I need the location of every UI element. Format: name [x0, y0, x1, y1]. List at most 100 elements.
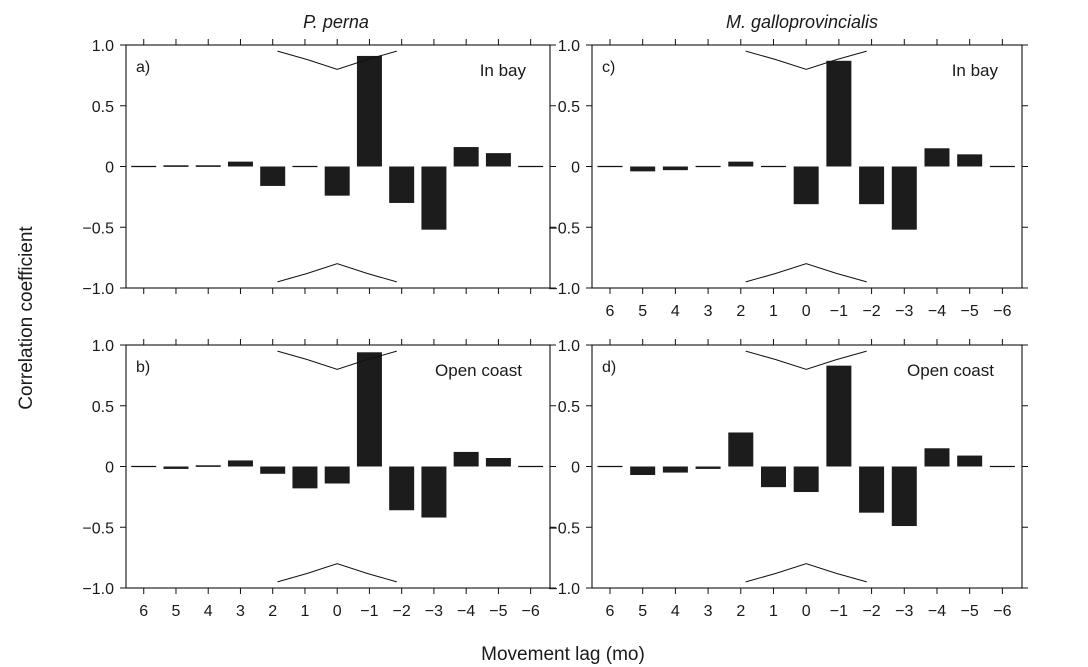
y-tick-label: −0.5: [548, 520, 580, 537]
x-tick-label: 0: [802, 603, 811, 620]
y-tick-label: −1.0: [548, 581, 580, 598]
confidence-limit-lower: [277, 263, 397, 283]
y-tick-label: 1.0: [558, 338, 580, 355]
bar: [356, 55, 382, 167]
bar: [859, 466, 885, 513]
x-tick-label: −5: [489, 603, 507, 620]
bar: [957, 154, 983, 167]
bar: [453, 147, 479, 167]
bar: [630, 166, 656, 172]
x-tick-label: −1: [360, 603, 378, 620]
bar: [389, 166, 415, 203]
x-tick-label: −6: [993, 603, 1011, 620]
bar: [630, 466, 656, 476]
y-tick-label: 0.5: [92, 399, 114, 416]
y-tick-label: −1.0: [82, 281, 114, 298]
bar: [227, 161, 253, 167]
column-title-left: P. perna: [303, 12, 369, 32]
panel-letter: b): [136, 359, 150, 376]
confidence-limit-upper: [745, 350, 867, 370]
x-tick-label: 1: [769, 303, 778, 320]
x-tick-label: −6: [522, 603, 540, 620]
y-tick-label: −0.5: [548, 220, 580, 237]
panel-letter: c): [602, 59, 615, 76]
confidence-limit-upper: [277, 50, 397, 70]
x-tick-label: 6: [139, 603, 148, 620]
bar: [957, 455, 983, 467]
bar: [924, 148, 950, 167]
x-tick-label: −1: [830, 603, 848, 620]
x-tick-label: −4: [928, 603, 946, 620]
bar: [662, 166, 688, 171]
x-tick-label: 0: [802, 303, 811, 320]
y-tick-label: 0.5: [558, 99, 580, 116]
y-tick-label: 1.0: [92, 338, 114, 355]
bar: [826, 365, 852, 467]
bar: [453, 451, 479, 467]
confidence-limit-upper: [277, 350, 397, 370]
confidence-limit-lower: [745, 563, 867, 583]
y-tick-label: 0.5: [558, 399, 580, 416]
panel-d: −1.0 −0.5 0 0.5 1.0 6 5 4 3 2 1 0 −1 −2 −3 −4 −5 −6 d) Open…: [548, 338, 1028, 620]
bar: [891, 166, 917, 230]
bar: [485, 457, 511, 467]
bar: [826, 60, 852, 167]
column-title-right: M. galloprovincialis: [726, 12, 878, 32]
x-tick-label: 6: [606, 303, 615, 320]
y-tick-label: 0: [105, 460, 114, 477]
bar: [662, 466, 688, 473]
x-tick-label: 4: [671, 303, 680, 320]
bar: [760, 466, 786, 488]
bar: [163, 466, 189, 469]
location-label: In bay: [952, 61, 999, 80]
bar: [195, 165, 221, 167]
bar: [728, 161, 754, 167]
y-tick-label: 0: [105, 160, 114, 177]
x-tick-label: −5: [961, 603, 979, 620]
x-tick-label: 1: [300, 603, 309, 620]
x-tick-label: 6: [606, 603, 615, 620]
x-tick-label: −5: [961, 303, 979, 320]
bar: [793, 466, 819, 493]
bar: [324, 166, 350, 196]
x-tick-label: −2: [862, 603, 880, 620]
y-axis-title: Correlation coefficient: [16, 226, 37, 410]
bar: [195, 465, 221, 467]
x-tick-label: −2: [393, 603, 411, 620]
x-tick-label: −3: [895, 603, 913, 620]
y-tick-label: 0.5: [92, 99, 114, 116]
x-tick-label: −3: [895, 303, 913, 320]
x-tick-label: 2: [736, 603, 745, 620]
y-tick-label: −0.5: [82, 220, 114, 237]
x-tick-label: −1: [830, 303, 848, 320]
x-tick-label: 4: [204, 603, 213, 620]
panels: −1.0 −0.5 0 0.5 1.0 a) In bay −1.0 −0.5 0 0.5 1.0 6 5…: [82, 38, 1028, 620]
x-tick-label: 2: [268, 603, 277, 620]
y-tick-label: −1.0: [548, 281, 580, 298]
bar: [695, 466, 721, 469]
x-tick-label: −6: [993, 303, 1011, 320]
x-tick-label: −2: [862, 303, 880, 320]
y-tick-label: 0: [571, 460, 580, 477]
x-tick-label: −4: [457, 603, 475, 620]
location-label: In bay: [480, 61, 527, 80]
bar: [163, 165, 189, 167]
bar: [728, 432, 754, 467]
y-tick-label: −0.5: [82, 520, 114, 537]
confidence-limit-lower: [745, 263, 867, 283]
x-tick-label: 3: [704, 303, 713, 320]
x-tick-label: 0: [333, 603, 342, 620]
bar: [924, 448, 950, 467]
location-label: Open coast: [907, 361, 994, 380]
confidence-limit-lower: [277, 563, 397, 583]
y-tick-label: 0: [571, 160, 580, 177]
x-tick-label: 4: [671, 603, 680, 620]
bar: [891, 466, 917, 527]
panel-letter: d): [602, 359, 616, 376]
panel-c: −1.0 −0.5 0 0.5 1.0 6 5 4 3 2 1 0 −1 −2 −3 −4 −5 −6 c) In b…: [548, 38, 1028, 320]
bar: [859, 166, 885, 205]
bar: [260, 166, 286, 186]
y-tick-label: −1.0: [82, 581, 114, 598]
panel-letter: a): [136, 59, 150, 76]
